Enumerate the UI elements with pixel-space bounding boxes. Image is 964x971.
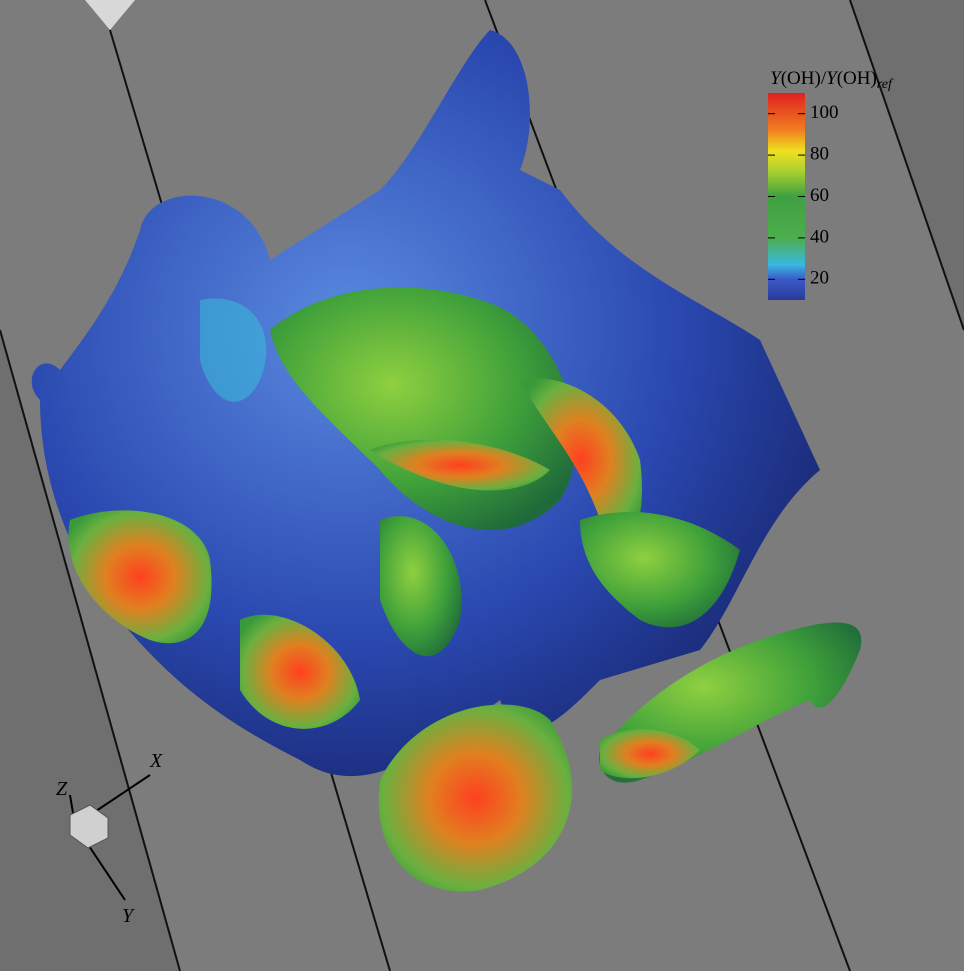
tick-label: 40 <box>810 226 829 247</box>
title-part: (OH)/ <box>781 68 827 89</box>
axis-triad: X Z Y <box>56 750 163 927</box>
title-part: Y <box>826 68 839 89</box>
tick-label: 20 <box>810 268 829 289</box>
title-part: ref <box>877 77 894 92</box>
axis-label: X <box>149 750 163 772</box>
isosurface <box>31 30 862 892</box>
tick-label: 100 <box>810 102 839 123</box>
tick-label: 60 <box>810 185 829 206</box>
colorbar-title: Y(OH)/Y(OH)ref <box>770 68 894 92</box>
title-part: (OH) <box>837 68 877 89</box>
title-part: Y <box>770 68 783 89</box>
axis-label: Y <box>122 905 135 927</box>
tick-label: 80 <box>810 143 829 164</box>
axis-label: Z <box>56 778 68 800</box>
